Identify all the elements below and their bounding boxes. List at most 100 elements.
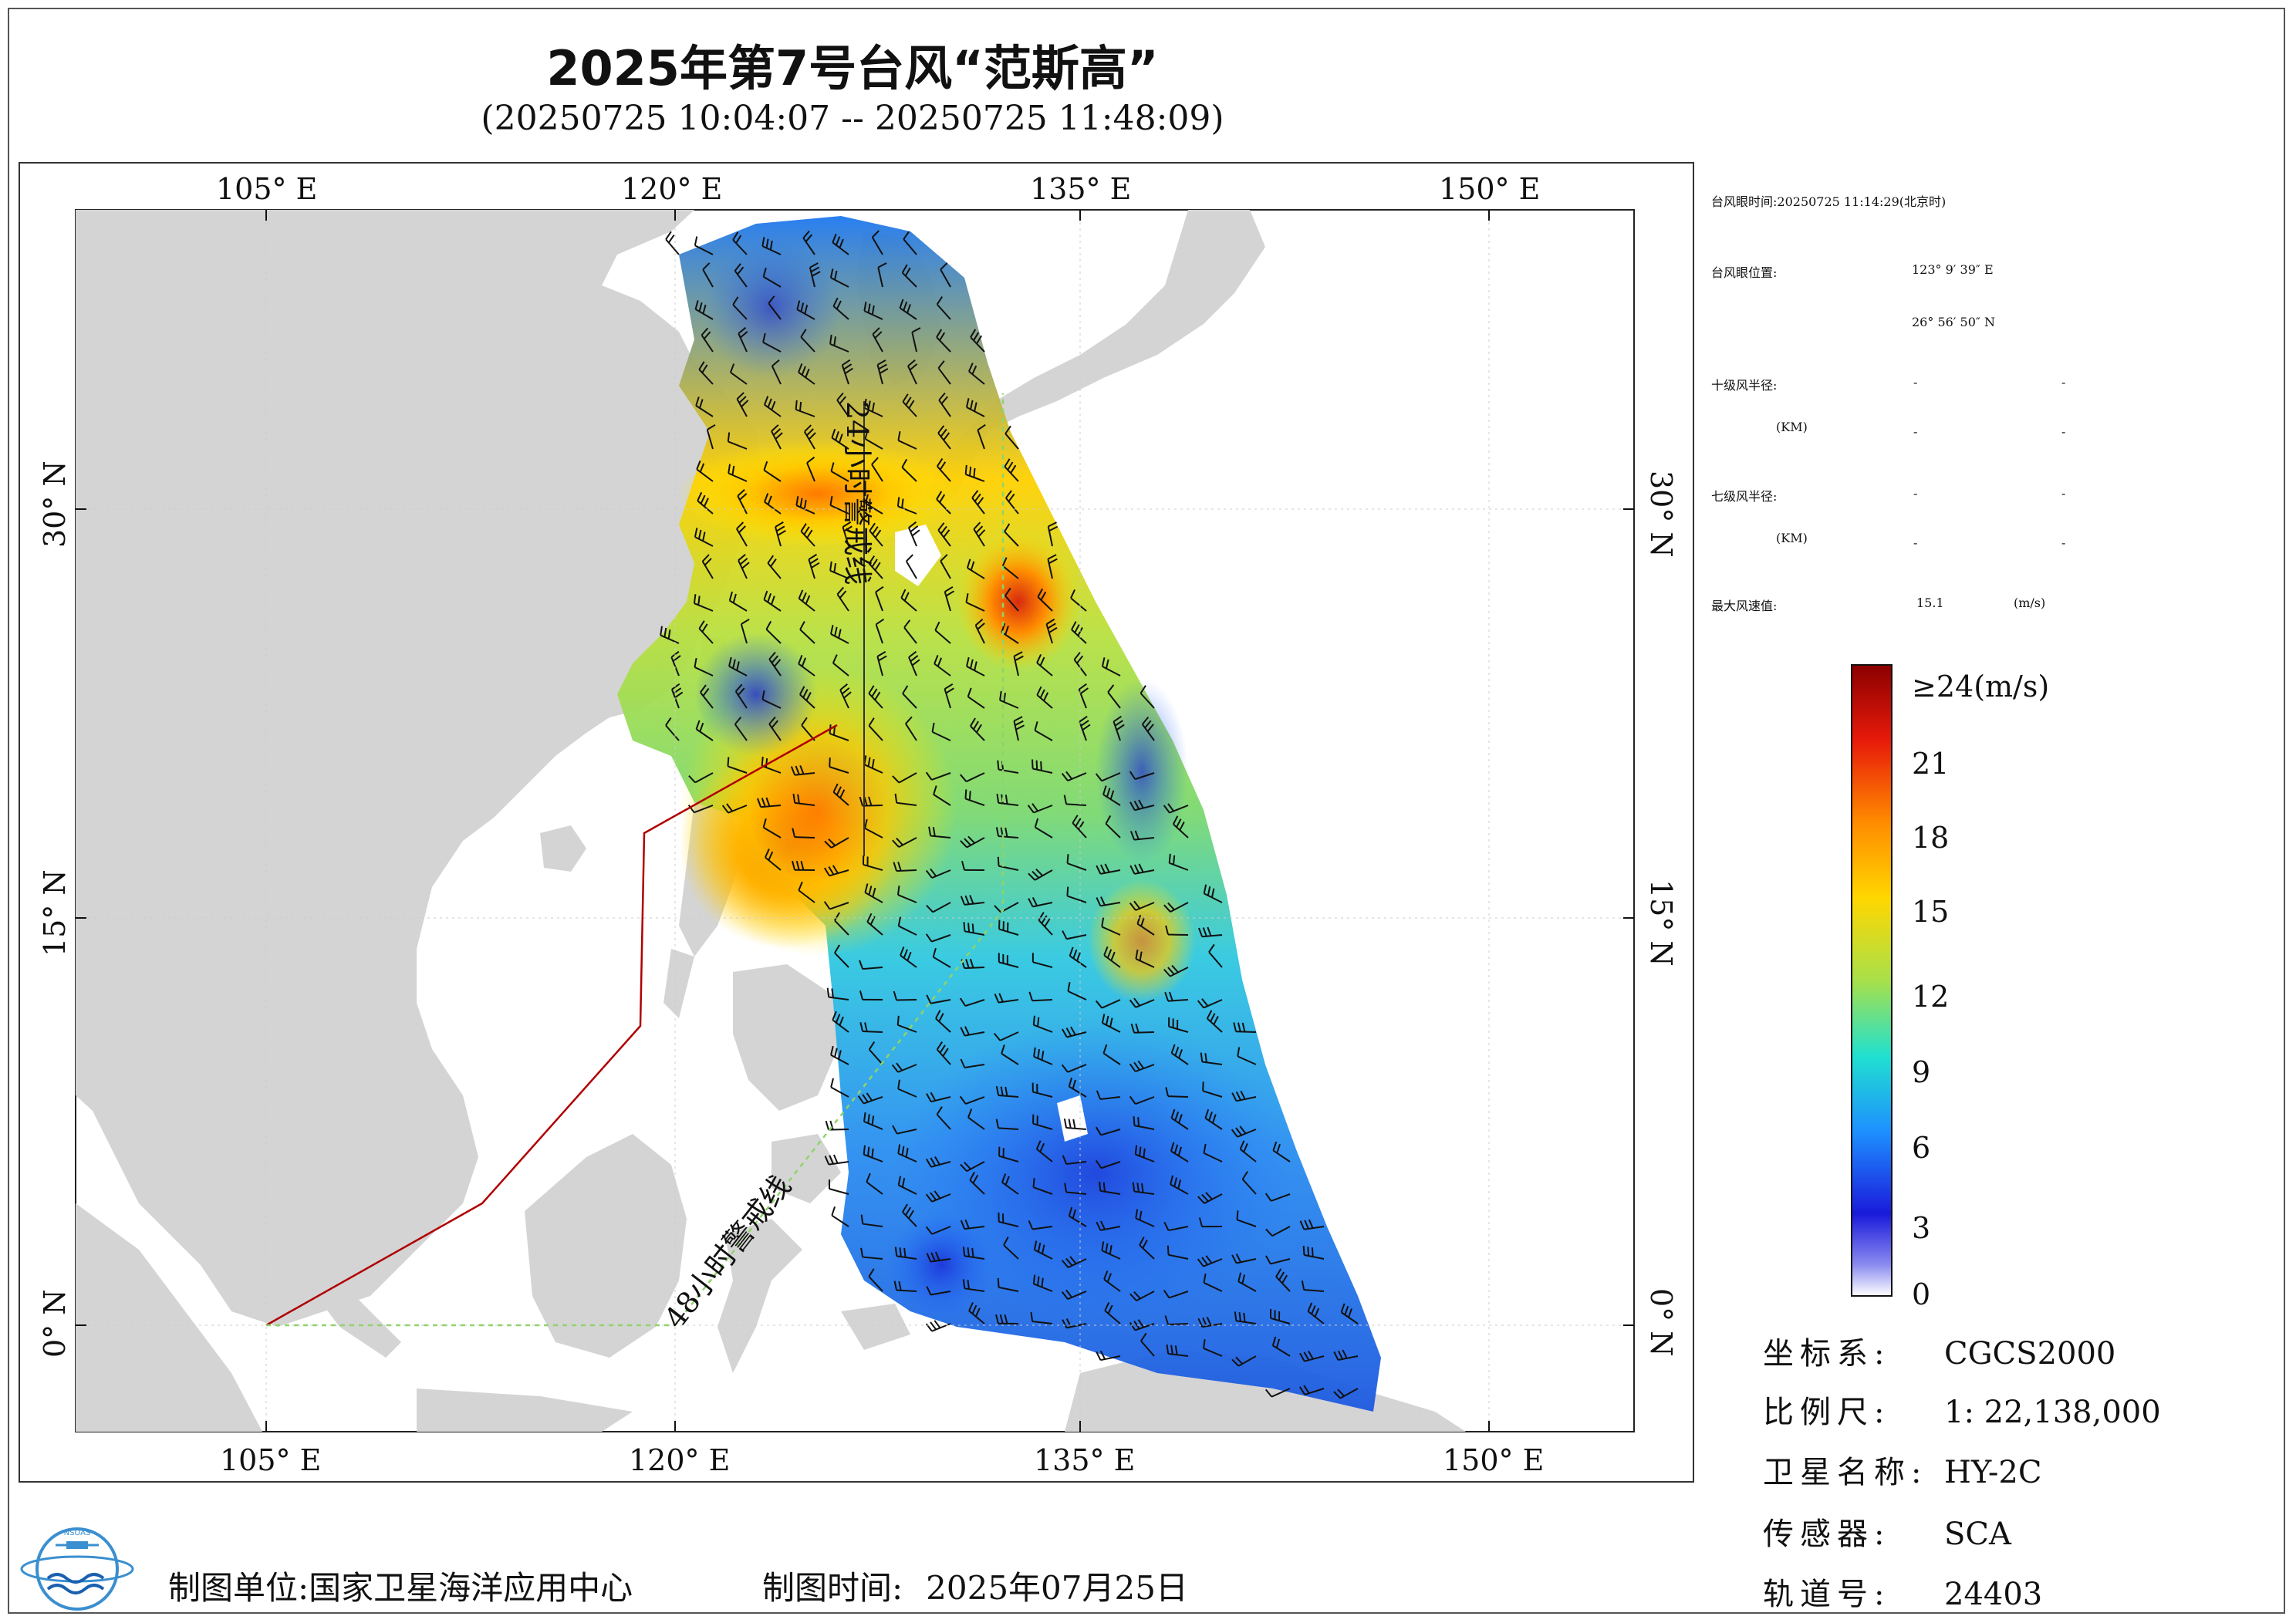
wind-barb-feather [1106,659,1109,669]
scale-row: 比例尺: 1: 22,138,000 [1763,1387,2161,1432]
wind-barb-feather [697,529,702,539]
wind-barb-feather [1061,1064,1069,1073]
wind-barb-feather [897,431,901,441]
wind-barb-feather [1163,904,1171,913]
wind-barb-feather [757,798,762,808]
wind-barb-feather [809,262,819,268]
wind-barb-feather [1095,1126,1102,1135]
wind-barb [964,1255,985,1260]
wind-barb-feather [1235,1356,1244,1365]
wind-barb [1066,1161,1087,1166]
wind-barb [694,666,714,677]
wind-barb [834,919,849,936]
wind-barb [1005,497,1019,515]
wind-barb-feather [1101,1014,1106,1024]
wind-barb [932,902,951,913]
wind-barb [1136,923,1155,936]
wind-barb-feather [1037,1049,1041,1059]
wind-barb [1169,1291,1189,1299]
wind-barb [967,696,985,709]
wind-barb [896,801,917,806]
wind-barb-feather [901,1178,906,1188]
wind-barb [761,805,782,808]
wind-barb-feather [1095,773,1102,781]
wind-barb [1071,629,1087,644]
wind-barb [1203,1258,1223,1267]
wind-barb-feather [977,529,986,538]
wind-barb [966,1161,985,1173]
coord-system-row: 坐标系: CGCS2000 [1763,1328,2115,1373]
scale-value: 1: 22,138,000 [1944,1395,2161,1430]
wind-barb-feather [896,837,903,846]
wind-barb-feather [964,838,971,846]
wind-barb-feather [926,1158,932,1168]
wind-barb-feather [836,300,842,310]
wind-barb-feather [800,302,805,312]
wind-barb [761,764,782,774]
wind-barb [902,693,917,709]
wind-barb-feather [894,793,898,803]
wind-barb-feather [1096,1351,1102,1361]
wind-barb-feather [829,758,831,768]
wind-barb-feather [842,359,851,366]
wind-barb-feather [1241,1274,1246,1284]
wind-barb-feather [900,946,905,956]
wind-barb [1170,1150,1189,1162]
wind-barb [998,801,1019,806]
wind-barb-feather [995,1119,1000,1129]
wind-barb [730,371,748,385]
wind-barb [930,835,951,838]
wind-barb [831,1214,849,1227]
wind-barb [863,1153,883,1162]
wind-barb-feather [910,525,919,533]
wind-barb-feather [969,1171,975,1181]
wind-barb-feather [806,456,815,464]
wind-barb-feather [736,521,745,530]
wind-barb-feather [877,359,886,366]
wind-barb-feather [1004,1086,1008,1097]
wind-barb-feather [696,460,701,470]
wind-barb-feather [902,1203,908,1213]
wind-barb [1032,902,1053,908]
wind-barb-feather [1113,715,1122,723]
wind-barb-feather [1211,1114,1217,1124]
wind-barb [697,500,714,515]
wind-barb [1136,958,1155,968]
wind-barb [1135,1217,1155,1227]
wind-barb-feather [728,464,731,474]
wind-barb [1068,990,1087,1000]
wind-barb-feather [1068,1077,1073,1087]
wind-barb-feather [800,523,807,532]
wind-barb [1134,805,1155,812]
lat-label-right-0: 0° N [1644,1288,1678,1357]
wind-barb [763,469,782,482]
wind-barb-feather [1133,864,1140,874]
wind-barb-feather [1197,1000,1204,1009]
wind-barb-feather [1096,897,1102,906]
wind-barb-feather [1206,1316,1212,1326]
wind-barb-feather [902,393,909,403]
wind-barb-feather [1178,1049,1183,1059]
wind-barb-feather [795,496,799,506]
lon-label-top-120: 120° E [621,172,722,206]
wind-barb [1207,1017,1223,1033]
wind-barb-feather [763,461,768,471]
wind-barb-feather [930,868,937,877]
colorbar-label-24: ≥24(m/s) [1912,670,2050,704]
wind-barb [794,836,815,838]
r10-dash-4: - [2061,424,2066,439]
wind-barb-feather [996,793,1000,804]
wind-barb-feather [824,840,832,849]
wind-barb-feather [1066,854,1069,864]
wind-barb [973,528,985,547]
wind-barb-feather [1142,1240,1148,1249]
wind-barb-feather [874,691,881,700]
wind-barb-feather [1342,1349,1348,1359]
wind-barb [871,237,883,255]
wind-barb [1203,999,1223,1009]
wind-barb-feather [803,526,810,535]
wind-barb-feather [970,561,975,571]
wind-barb-feather [695,396,700,407]
wind-barb-feather [1065,1027,1072,1037]
wind-barb-feather [1243,1142,1248,1152]
